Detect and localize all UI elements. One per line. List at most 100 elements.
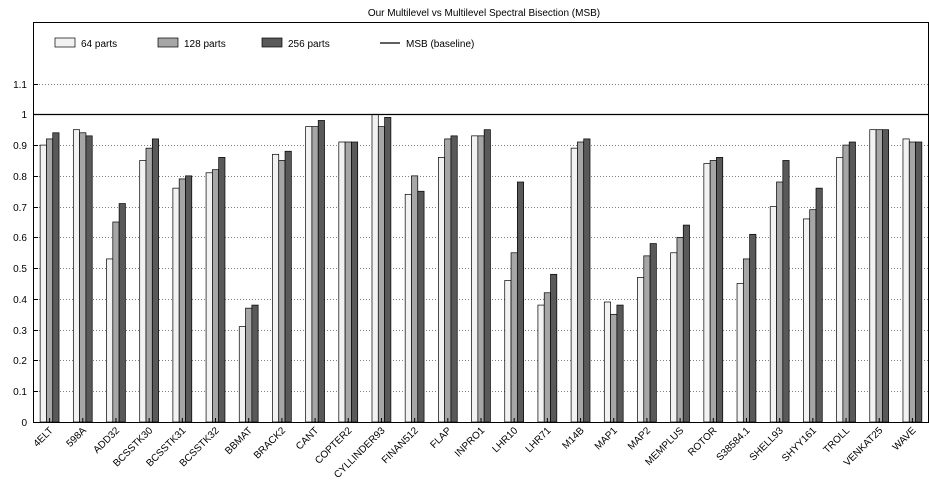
- x-tick-label: LHR71: [524, 425, 554, 455]
- bar: [483, 129, 491, 423]
- bar: [79, 132, 87, 423]
- bar: [471, 135, 479, 423]
- x-tick-label: ADD32: [92, 425, 123, 456]
- bar: [643, 255, 651, 423]
- x-tick-label: WAVE: [891, 425, 919, 453]
- bar: [809, 209, 817, 423]
- bar: [682, 224, 690, 423]
- bar: [417, 190, 425, 423]
- bar: [317, 120, 325, 423]
- legend-swatch: [54, 37, 76, 48]
- bar: [869, 129, 877, 423]
- bar: [39, 144, 47, 423]
- bar: [311, 126, 319, 423]
- bar: [450, 135, 458, 423]
- x-tick-label: CANT: [294, 425, 321, 452]
- bar: [344, 141, 352, 423]
- bar: [384, 117, 392, 423]
- y-tick-label: 1.1: [13, 80, 27, 91]
- bar: [516, 181, 524, 423]
- bar: [404, 193, 412, 423]
- bar: [550, 273, 558, 423]
- bar: [251, 304, 259, 423]
- y-tick-label: 0.4: [13, 295, 27, 306]
- bar: [172, 187, 180, 423]
- x-tick-label: FLAP: [428, 425, 454, 451]
- bar: [637, 277, 645, 423]
- bar: [902, 138, 910, 423]
- bar: [178, 178, 186, 423]
- bar: [848, 141, 856, 423]
- bar: [245, 307, 253, 423]
- y-tick-label: 0.8: [13, 172, 27, 183]
- bar: [46, 138, 54, 423]
- bar: [205, 172, 213, 423]
- bar: [377, 126, 385, 423]
- bar: [145, 147, 153, 423]
- bar: [338, 141, 346, 423]
- bar: [444, 138, 452, 423]
- x-tick-label: MAP2: [626, 425, 653, 452]
- legend: 64 parts 128 parts 256 parts MSB (baseline): [54, 37, 474, 50]
- bar: [583, 138, 591, 423]
- x-tick-label: FINAN512: [380, 425, 421, 466]
- y-tick-label: 0.9: [13, 141, 27, 152]
- bar: [875, 129, 883, 423]
- x-tick-label: ROTOR: [686, 425, 719, 458]
- y-tick-label: 0: [21, 418, 27, 429]
- bar: [736, 283, 744, 423]
- bar: [776, 181, 784, 423]
- legend-swatch: [261, 37, 283, 48]
- bar: [882, 129, 890, 423]
- bar: [118, 203, 126, 423]
- bar: [537, 304, 545, 423]
- x-tick-label: SHYY161: [780, 425, 819, 464]
- bar: [709, 160, 717, 423]
- bar: [272, 153, 280, 423]
- bar: [649, 243, 657, 423]
- bar: [212, 169, 220, 423]
- bar: [815, 187, 823, 423]
- bar: [616, 304, 624, 423]
- x-tick-label: 598A: [65, 425, 90, 450]
- bar: [218, 157, 226, 423]
- bar: [703, 163, 711, 423]
- legend-label: 128 parts: [184, 39, 226, 50]
- bar: [477, 135, 485, 423]
- x-tick-label: BRACK2: [252, 425, 288, 461]
- chart-title: Our Multilevel vs Multilevel Spectral Bi…: [368, 8, 600, 19]
- legend-swatch: [157, 37, 179, 48]
- bar: [836, 157, 844, 423]
- bar: [139, 160, 147, 423]
- x-tick-label: S38584.1: [715, 425, 753, 463]
- bar: [305, 126, 313, 423]
- bar: [842, 144, 850, 423]
- legend-label: MSB (baseline): [406, 39, 474, 50]
- bar: [185, 175, 193, 423]
- bar: [504, 280, 512, 423]
- x-tick-label: M14B: [560, 425, 586, 451]
- bar: [676, 237, 684, 423]
- bar: [716, 157, 724, 423]
- x-tick-label: INPRO1: [453, 425, 487, 459]
- bar: [112, 221, 120, 423]
- bar: [749, 233, 757, 423]
- bar: [106, 258, 114, 423]
- bar: [803, 218, 811, 423]
- bar: [570, 147, 578, 423]
- y-tick-label: 0.1: [13, 387, 27, 398]
- legend-label: 256 parts: [288, 39, 330, 50]
- bar: [278, 160, 286, 423]
- y-tick-label: 0.7: [13, 203, 27, 214]
- x-tick-label: BBMAT: [223, 425, 255, 457]
- x-tick-label: MAP1: [593, 425, 620, 452]
- bar: [284, 150, 292, 423]
- bar: [908, 141, 916, 423]
- y-tick-label: 0.5: [13, 264, 27, 275]
- bar: [577, 141, 585, 423]
- bar: [742, 258, 750, 423]
- bar: [52, 132, 60, 423]
